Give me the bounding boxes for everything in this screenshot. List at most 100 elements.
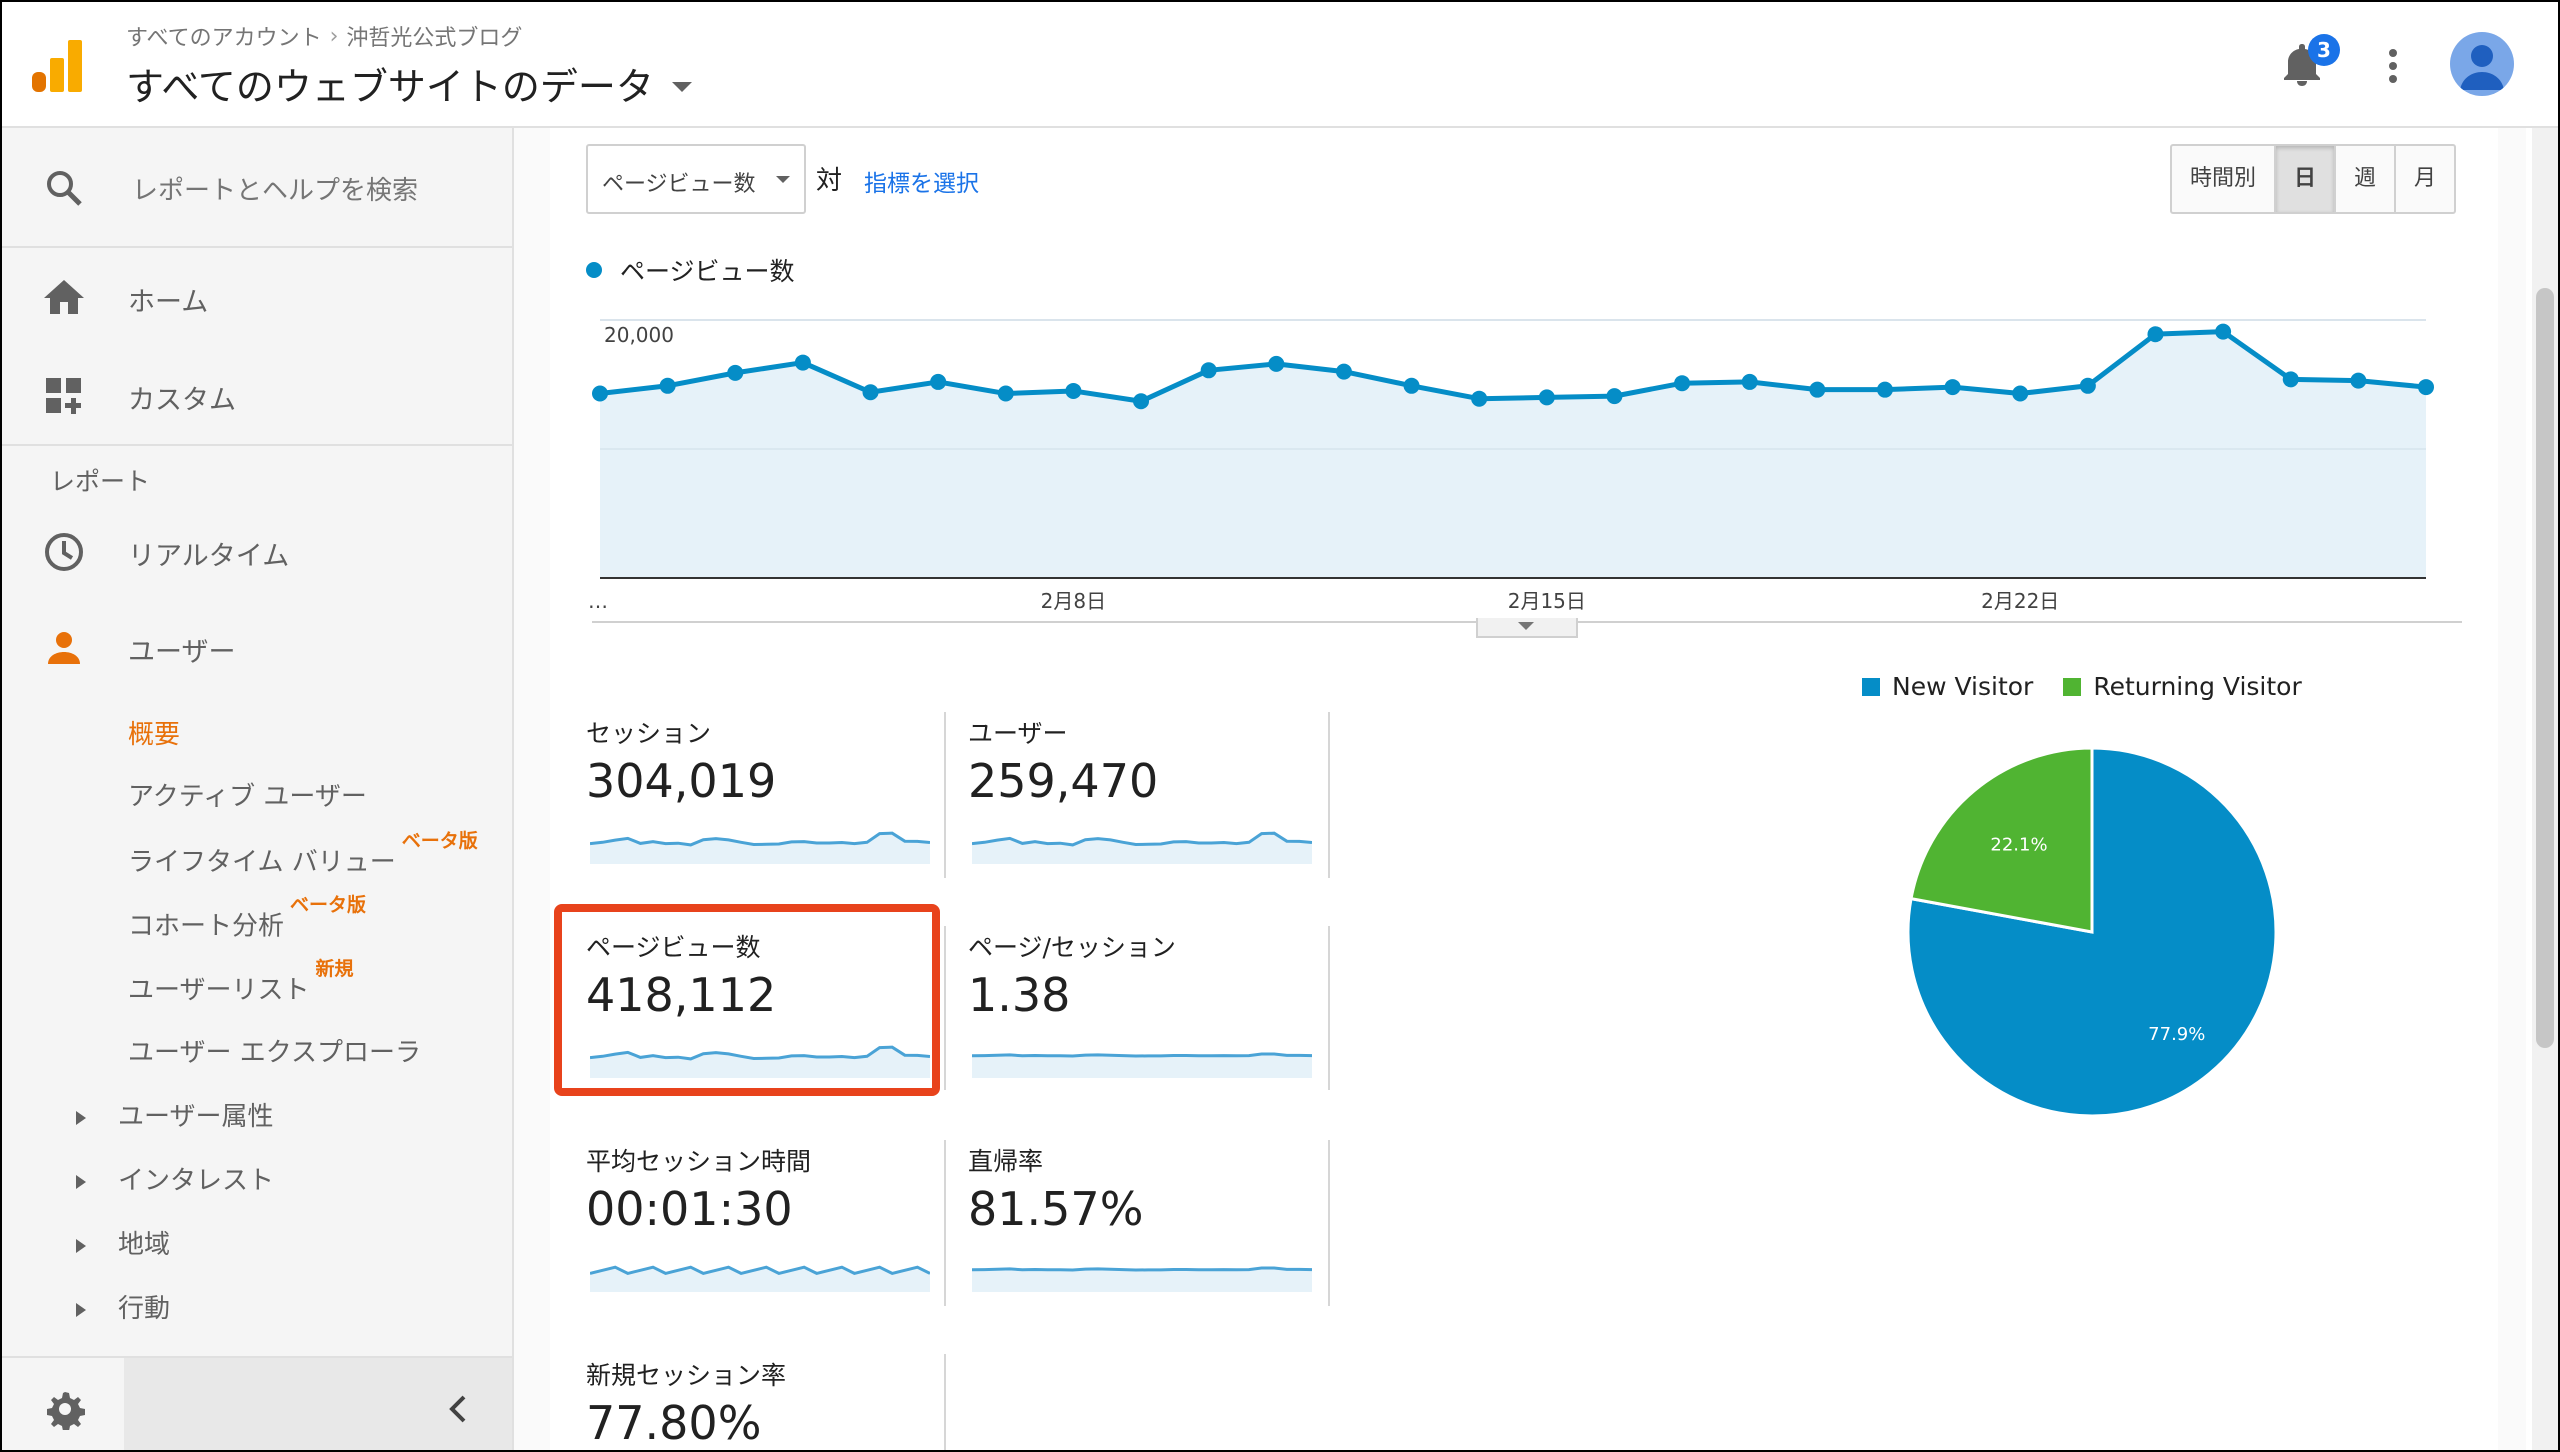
- visitor-type-pie-chart[interactable]: 77.9% 22.1%: [1892, 732, 2292, 1132]
- data-point[interactable]: [930, 373, 947, 390]
- metric-users[interactable]: ユーザー 259,470: [968, 714, 1328, 878]
- month-button[interactable]: 月: [2414, 166, 2437, 191]
- view-title[interactable]: すべてのウェブサイトのデータ: [126, 65, 654, 109]
- legend-item-new-visitor[interactable]: New Visitor: [1862, 672, 2033, 701]
- sparkline: [972, 831, 1312, 864]
- metric-value: 418,112: [586, 968, 777, 1022]
- sidebar-tree-behavior[interactable]: 行動: [76, 1288, 170, 1325]
- sidebar-subitem-active-users[interactable]: アクティブ ユーザー: [128, 782, 367, 812]
- data-point[interactable]: [1944, 379, 1961, 396]
- sidebar-item-label: リアルタイム: [128, 541, 290, 572]
- sidebar-item-custom[interactable]: カスタム: [2, 348, 512, 444]
- data-point[interactable]: [2215, 323, 2232, 340]
- sparkline: [972, 1266, 1312, 1292]
- data-point[interactable]: [1335, 363, 1352, 380]
- divider: [944, 926, 946, 1090]
- metric-name: ユーザー: [968, 719, 1068, 748]
- breadcrumb-account[interactable]: すべてのアカウント: [126, 26, 322, 51]
- data-point[interactable]: [997, 385, 1014, 402]
- data-point[interactable]: [1200, 362, 1217, 379]
- metric-name: セッション: [586, 719, 712, 748]
- sparkline-fill: [590, 833, 930, 864]
- data-point[interactable]: [1674, 375, 1691, 392]
- search-input[interactable]: レポートとヘルプを検索: [132, 176, 419, 206]
- data-point[interactable]: [659, 377, 676, 394]
- metric-name: ページ/セッション: [968, 933, 1176, 962]
- reports-section-label: レポート: [50, 467, 151, 496]
- sidebar-subitem-lifetime-value[interactable]: ライフタイム バリューベータ版: [128, 830, 478, 879]
- account-avatar[interactable]: [2450, 32, 2514, 96]
- data-point[interactable]: [1538, 389, 1555, 406]
- metric-bounce-rate[interactable]: 直帰率 81.57%: [968, 1142, 1328, 1306]
- data-point[interactable]: [2147, 326, 2164, 343]
- scrollbar[interactable]: [2532, 128, 2558, 1450]
- data-point[interactable]: [1133, 393, 1150, 410]
- view-selector[interactable]: すべてのウェブサイトのデータ: [126, 56, 692, 111]
- notification-badge[interactable]: 3: [2308, 34, 2340, 66]
- data-point[interactable]: [2012, 385, 2029, 402]
- sidebar-tree-interests[interactable]: インタレスト: [76, 1160, 274, 1197]
- more-vert-icon[interactable]: [2380, 46, 2406, 86]
- data-point[interactable]: [1876, 381, 1893, 398]
- caret-down-icon: [1518, 622, 1534, 630]
- day-button[interactable]: 日: [2276, 146, 2337, 212]
- data-point[interactable]: [1403, 377, 1420, 394]
- chart-expand-button[interactable]: [1476, 618, 1578, 638]
- select-metric-link[interactable]: 指標を選択: [864, 171, 979, 197]
- metric-avg-session-duration[interactable]: 平均セッション時間 00:01:30: [586, 1142, 946, 1306]
- breadcrumb[interactable]: すべてのアカウント › 沖哲光公式ブログ: [126, 20, 522, 52]
- gear-icon[interactable]: [44, 1388, 86, 1430]
- divider: [944, 1140, 946, 1306]
- scrollbar-thumb[interactable]: [2536, 288, 2554, 1048]
- data-point[interactable]: [794, 354, 811, 371]
- analytics-logo-icon[interactable]: [30, 38, 86, 94]
- sidebar-subitem-user-list[interactable]: ユーザーリスト新規: [128, 958, 354, 1007]
- data-point[interactable]: [1268, 355, 1285, 372]
- sidebar-subitem-user-explorer[interactable]: ユーザー エクスプローラ: [128, 1038, 421, 1068]
- data-point[interactable]: [1471, 390, 1488, 407]
- metric-pages-per-session[interactable]: ページ/セッション 1.38: [968, 928, 1328, 1092]
- pie-slice[interactable]: [1909, 746, 2094, 934]
- data-point[interactable]: [1809, 381, 1826, 398]
- collapse-sidebar-button[interactable]: [124, 1358, 512, 1450]
- person-icon: [48, 632, 80, 664]
- expand-arrow-icon: [76, 1110, 86, 1125]
- caret-down-icon[interactable]: [671, 81, 692, 92]
- metric-value: 77.80%: [586, 1396, 762, 1450]
- sidebar-tree-geo[interactable]: 地域: [76, 1224, 170, 1261]
- data-point[interactable]: [2350, 372, 2367, 389]
- sidebar-item-users[interactable]: ユーザー: [2, 600, 512, 696]
- pie-slice[interactable]: [1906, 746, 2278, 1118]
- sidebar-subitem-cohort[interactable]: コホート分析ベータ版: [128, 894, 366, 943]
- breadcrumb-property[interactable]: 沖哲光公式ブログ: [346, 26, 523, 51]
- sidebar-tree-demographics[interactable]: ユーザー属性: [76, 1096, 273, 1133]
- chevron-right-icon: ›: [329, 23, 339, 49]
- metric-name: 平均セッション時間: [586, 1147, 812, 1176]
- sidebar-item-label: インタレスト: [118, 1166, 275, 1196]
- sidebar-item-label: コホート分析: [128, 911, 285, 942]
- metric-new-sessions-rate[interactable]: 新規セッション率 77.80%: [586, 1356, 946, 1450]
- sparkline-fill: [590, 1047, 930, 1078]
- caret-down-icon: [776, 176, 790, 183]
- data-point[interactable]: [2418, 379, 2434, 396]
- metric-select[interactable]: ページビュー数: [586, 144, 806, 214]
- data-point[interactable]: [727, 364, 744, 381]
- metric-sessions[interactable]: セッション 304,019: [586, 714, 946, 878]
- data-point[interactable]: [2079, 377, 2096, 394]
- data-point[interactable]: [592, 385, 608, 402]
- sidebar-subitem-overview[interactable]: 概要: [128, 720, 181, 750]
- metric-pageviews[interactable]: ページビュー数 418,112: [586, 928, 946, 1092]
- report-search[interactable]: レポートとヘルプを検索: [2, 128, 512, 248]
- sidebar-item-home[interactable]: ホーム: [2, 250, 512, 346]
- legend-item-returning-visitor[interactable]: Returning Visitor: [2063, 672, 2302, 701]
- sidebar-item-realtime[interactable]: リアルタイム: [2, 504, 512, 600]
- sidebar-item-label: カスタム: [128, 385, 236, 416]
- week-button[interactable]: 週: [2336, 146, 2397, 212]
- data-point[interactable]: [1065, 382, 1082, 399]
- data-point[interactable]: [2282, 371, 2299, 388]
- data-point[interactable]: [862, 384, 879, 401]
- hourly-button[interactable]: 時間別: [2172, 146, 2277, 212]
- data-point[interactable]: [1606, 388, 1623, 405]
- data-point[interactable]: [1741, 373, 1758, 390]
